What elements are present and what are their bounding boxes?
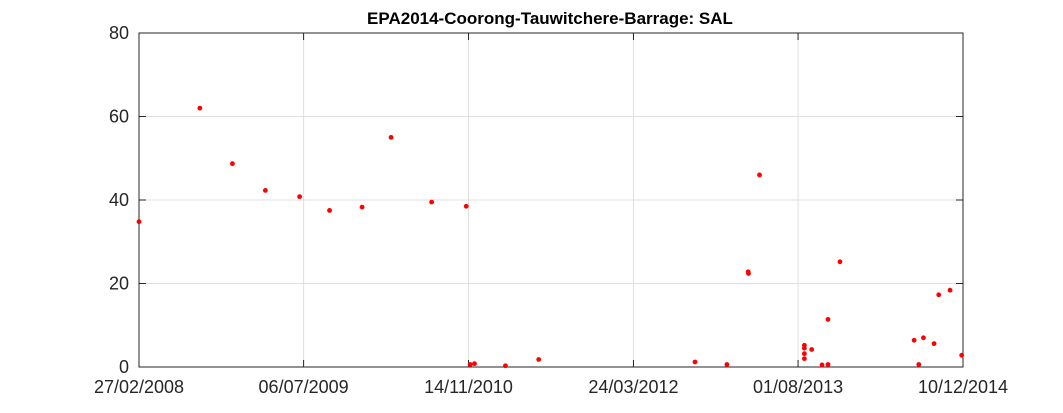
data-point xyxy=(746,271,751,276)
data-point xyxy=(916,362,922,367)
data-point xyxy=(536,357,542,362)
data-point xyxy=(467,362,473,367)
data-point xyxy=(503,363,508,369)
data-point xyxy=(463,203,469,209)
x-tick-label: 10/12/2014 xyxy=(918,377,1008,397)
data-point xyxy=(136,219,142,225)
data-point xyxy=(959,352,965,358)
y-tick-labels: 0 20 40 60 80 xyxy=(109,23,129,377)
y-tick-label: 60 xyxy=(109,107,129,127)
data-point xyxy=(230,161,235,167)
data-points xyxy=(136,105,965,369)
data-point xyxy=(936,292,942,298)
data-point xyxy=(801,351,807,357)
data-point xyxy=(359,204,365,210)
data-point xyxy=(327,208,332,213)
data-point xyxy=(825,317,831,322)
data-point xyxy=(837,259,843,265)
data-point xyxy=(911,337,917,343)
x-tick-label: 01/08/2013 xyxy=(753,377,843,397)
data-point xyxy=(692,359,698,365)
data-point xyxy=(801,345,807,351)
y-tick-label: 20 xyxy=(109,274,129,294)
chart-title: EPA2014-Coorong-Tauwitchere-Barrage: SAL xyxy=(367,9,733,28)
y-tick-label: 0 xyxy=(119,357,129,377)
data-point xyxy=(197,105,203,111)
data-point xyxy=(931,341,937,347)
data-point xyxy=(472,361,477,367)
x-tick-label: 24/03/2012 xyxy=(588,377,678,397)
data-point xyxy=(429,199,435,205)
x-tick-label: 06/07/2009 xyxy=(259,377,349,397)
data-point xyxy=(801,356,807,362)
data-point xyxy=(947,287,953,293)
data-point xyxy=(262,187,268,193)
data-point xyxy=(819,362,825,368)
data-point xyxy=(388,134,394,140)
data-point xyxy=(757,172,762,178)
data-point xyxy=(297,194,303,200)
x-tick-label: 27/02/2008 xyxy=(94,377,184,397)
data-point xyxy=(921,335,926,341)
y-tick-label: 40 xyxy=(109,190,129,210)
data-point xyxy=(724,362,730,367)
y-tick-label: 80 xyxy=(109,23,129,43)
data-point xyxy=(825,362,831,367)
data-point xyxy=(809,347,815,352)
x-tick-label: 14/11/2010 xyxy=(424,377,513,397)
x-tick-labels: 27/02/2008 06/07/2009 14/11/2010 24/03/2012… xyxy=(94,377,1008,397)
